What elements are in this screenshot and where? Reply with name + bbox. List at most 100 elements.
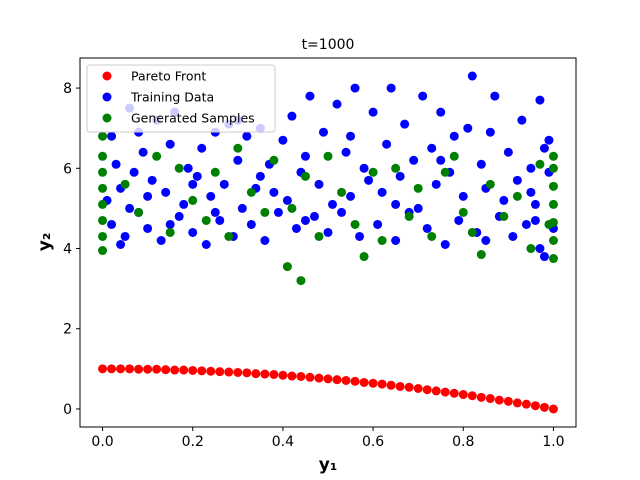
training-data-point [382,139,392,149]
pareto-front-point [314,373,324,383]
training-data-point [120,231,130,241]
training-data-point [300,151,310,161]
x-tick-label: 0.4 [272,434,294,450]
training-data-point [107,219,117,229]
y-tick-label: 4 [63,242,72,258]
training-data-point [300,215,310,225]
y-axis-ticks: 0 2 4 6 8 [63,81,80,418]
generated-samples-point [535,159,545,169]
generated-samples-point [152,151,162,161]
pareto-front-point [530,401,540,411]
legend-marker-pareto-front [102,71,112,81]
generated-samples-point [188,195,198,205]
training-data-point [530,199,540,209]
training-data-point [188,227,198,237]
training-data-point [364,175,374,185]
pareto-front-point [152,364,162,374]
legend-label-pareto-front: Pareto Front [131,69,206,84]
pareto-front-point [323,374,333,384]
legend: Pareto Front Training Data Generated Sampl… [86,64,276,133]
training-data-point [517,115,527,125]
pareto-front-point [350,376,360,386]
training-data-point [373,219,383,229]
training-data-point [355,231,365,241]
training-data-point [346,191,356,201]
training-data-point [481,235,491,245]
generated-samples-point [98,231,108,241]
generated-samples-point [526,244,536,254]
generated-samples-point [269,155,279,165]
training-data-point [539,252,549,262]
legend-label-training-data: Training Data [130,90,214,105]
generated-samples-point [323,151,333,161]
pareto-front-point [125,364,135,374]
training-data-point [111,159,121,169]
pareto-front-point [269,369,279,379]
generated-samples-point [548,181,558,191]
training-data-point [192,171,202,181]
pareto-front-point [233,367,243,377]
pareto-front-point [278,370,288,380]
generated-samples-point [282,262,292,272]
training-data-point [201,240,211,250]
generated-samples-point [300,171,310,181]
training-data-point [386,83,396,93]
pareto-front-point [188,365,198,375]
pareto-front-point [503,396,513,406]
generated-samples-point [210,167,220,177]
training-data-point [323,227,333,237]
training-data-point [346,131,356,141]
training-data-point [395,171,405,181]
training-data-point [143,223,153,233]
pareto-front-point [242,368,252,378]
x-tick-label: 0.6 [362,434,384,450]
training-data-point [359,163,369,173]
generated-samples-point [233,143,243,153]
pareto-front-point [107,364,117,374]
pareto-front-point [134,364,144,374]
training-data-point [174,211,184,221]
training-data-point [400,119,410,129]
generated-samples-point [548,163,558,173]
training-data-point [197,143,207,153]
training-data-point [440,240,450,250]
training-data-point [305,91,315,101]
training-data-point [508,231,518,241]
generated-samples-point [246,187,256,197]
training-data-point [260,235,270,245]
pareto-front-point [332,375,342,385]
generated-samples-point [499,211,509,221]
generated-samples-point [134,207,144,217]
pareto-front-point [395,381,405,391]
pareto-front-point [404,382,414,392]
training-data-point [138,147,148,157]
training-data-point [165,219,175,229]
generated-samples-point [368,167,378,177]
generated-samples-point [98,199,108,209]
training-data-point [318,127,328,137]
training-data-point [409,155,419,165]
training-data-point [377,187,387,197]
pareto-front-point [386,380,396,390]
generated-samples-point [350,219,360,229]
generated-samples-point [485,179,495,189]
training-data-point [237,203,247,213]
training-data-point [463,123,473,133]
training-data-point [368,107,378,117]
pareto-front-point [305,372,315,382]
pareto-front-point [521,399,531,409]
generated-samples-point [314,231,324,241]
pareto-front-point [215,367,225,377]
generated-samples-point [548,199,558,209]
training-data-point [165,139,175,149]
training-data-point [458,191,468,201]
training-data-point [188,179,198,189]
training-data-point [530,215,540,225]
legend-marker-training-data [102,92,112,102]
generated-samples-point [120,179,130,189]
generated-samples-point [165,227,175,237]
training-data-point [490,91,500,101]
points-layer [98,71,558,414]
training-data-point [391,235,401,245]
